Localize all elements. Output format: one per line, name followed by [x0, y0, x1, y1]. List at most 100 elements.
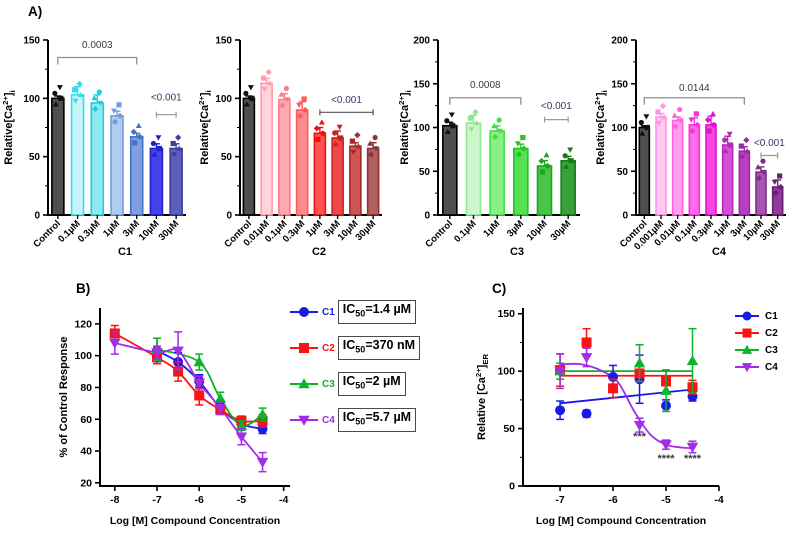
svg-text:-7: -7	[555, 494, 564, 506]
svg-text:100: 100	[23, 94, 40, 105]
triangle-down-marker-icon	[290, 415, 318, 426]
svg-text:1µM: 1µM	[304, 218, 325, 239]
svg-text:Relative[Ca2+]i: Relative[Ca2+]i	[397, 90, 413, 165]
svg-text:50: 50	[617, 167, 629, 178]
svg-text:-6: -6	[195, 494, 204, 506]
svg-text:0: 0	[34, 211, 40, 222]
ic50-box: IC50=1.4 µM	[337, 300, 417, 324]
svg-text:<0.001: <0.001	[754, 138, 785, 149]
svg-text:<0.001: <0.001	[331, 95, 362, 106]
svg-text:-4: -4	[714, 494, 723, 506]
svg-text:C1: C1	[118, 246, 132, 258]
svg-text:-4: -4	[279, 494, 288, 506]
svg-text:150: 150	[611, 79, 628, 90]
svg-text:1µM: 1µM	[101, 218, 122, 239]
svg-text:Control: Control	[423, 218, 455, 250]
svg-text:3µM: 3µM	[505, 218, 526, 239]
svg-text:% of Control Response: % of Control Response	[58, 336, 70, 457]
svg-text:10µM: 10µM	[137, 218, 162, 243]
svg-text:C3: C3	[510, 246, 524, 258]
svg-text:0.3µM: 0.3µM	[76, 218, 103, 245]
svg-text:1µM: 1µM	[481, 218, 502, 239]
series-name: C4	[765, 361, 778, 373]
svg-text:0.0003: 0.0003	[82, 40, 113, 51]
triangle-marker-icon	[290, 378, 318, 389]
ic50-box: IC50=2 µM	[337, 372, 406, 396]
legend-item-c3: C3	[735, 344, 778, 356]
svg-text:150: 150	[23, 36, 40, 47]
svg-text:Relative [Ca2+]ER: Relative [Ca2+]ER	[474, 354, 490, 441]
svg-text:0: 0	[424, 211, 430, 222]
svg-text:****: ****	[657, 453, 675, 465]
svg-text:60: 60	[80, 414, 92, 426]
svg-text:-5: -5	[237, 494, 246, 506]
legend-item-c3: C3 IC50=2 µM	[289, 372, 420, 396]
series-name: C1	[765, 310, 778, 322]
svg-text:80: 80	[80, 382, 92, 394]
svg-text:****: ****	[684, 453, 702, 465]
svg-text:150: 150	[497, 308, 515, 320]
bar-chart-c2: 050100150Control0.01µM0.1µM0.3µM1µM3µM10…	[197, 36, 382, 258]
panel-c-label: C)	[492, 281, 507, 296]
svg-text:150: 150	[215, 36, 232, 47]
svg-text:0: 0	[509, 481, 515, 493]
panel-a-label: A)	[28, 4, 43, 19]
series-name: C4	[322, 414, 335, 426]
legend-item-c4: C4 IC50=5.7 µM	[289, 408, 420, 432]
svg-text:10µM: 10µM	[525, 218, 550, 243]
svg-text:200: 200	[611, 36, 628, 47]
svg-text:-8: -8	[110, 494, 119, 506]
panel-b-legend: C1 IC50=1.4 µM C2 IC50=370 nM C3 IC50=2 µM C4 I…	[289, 300, 420, 432]
svg-text:-7: -7	[152, 494, 161, 506]
series-name: C1	[322, 306, 335, 318]
legend-item-c4: C4	[735, 361, 778, 373]
svg-text:50: 50	[419, 167, 431, 178]
svg-text:30µM: 30µM	[354, 218, 379, 243]
panel-c-legend: C1 C2 C3 C4	[735, 310, 778, 373]
svg-text:Relative[Ca2+]i: Relative[Ca2+]i	[593, 90, 609, 165]
square-marker-icon	[290, 343, 318, 353]
svg-text:50: 50	[29, 152, 41, 163]
svg-text:C2: C2	[312, 246, 326, 258]
svg-text:***: ***	[633, 431, 647, 443]
svg-text:0.0008: 0.0008	[470, 80, 501, 91]
series-name: C3	[765, 344, 778, 356]
svg-text:Log [M] Compound Concentration: Log [M] Compound Concentration	[110, 515, 280, 527]
bar-chart-c4: 050100150200Control0.001µM0.01µM0.1µM0.3…	[593, 36, 786, 258]
legend-item-c2: C2 IC50=370 nM	[289, 336, 420, 360]
svg-text:C4: C4	[712, 246, 727, 258]
series-name: C2	[765, 327, 778, 339]
triangle-marker-icon	[735, 344, 759, 354]
ic50-box: IC50=370 nM	[337, 336, 420, 360]
dose-response-chart: 20 40 60 80 100 120 -8 -7 -6 -5 -4 Log [M] Compound…	[58, 308, 290, 527]
triangle-down-marker-icon	[735, 363, 759, 373]
ic50-box: IC50=5.7 µM	[337, 408, 417, 432]
svg-text:1µM: 1µM	[712, 218, 733, 239]
circle-marker-icon	[735, 311, 759, 321]
svg-text:Relative[Ca2+]i: Relative[Ca2+]i	[1, 90, 17, 165]
series-name: C2	[322, 342, 335, 354]
panel-b-label: B)	[76, 281, 91, 296]
svg-text:-6: -6	[608, 494, 617, 506]
svg-text:0.1µM: 0.1µM	[452, 218, 479, 245]
svg-text:-5: -5	[661, 494, 670, 506]
svg-text:100: 100	[74, 350, 92, 362]
svg-text:30µM: 30µM	[157, 218, 182, 243]
svg-text:100: 100	[497, 366, 515, 378]
square-marker-icon	[735, 328, 759, 338]
legend-item-c1: C1 IC50=1.4 µM	[289, 300, 420, 324]
svg-text:20: 20	[80, 477, 92, 489]
legend-item-c2: C2	[735, 327, 778, 339]
svg-text:50: 50	[221, 152, 233, 163]
svg-text:<0.001: <0.001	[151, 93, 182, 104]
svg-text:Log [M] Compound Concentration: Log [M] Compound Concentration	[536, 515, 706, 527]
svg-text:40: 40	[80, 446, 92, 458]
svg-text:30µM: 30µM	[549, 218, 574, 243]
svg-text:100: 100	[413, 123, 430, 134]
svg-text:200: 200	[413, 36, 430, 47]
svg-text:100: 100	[611, 123, 628, 134]
er-calcium-chart: 0 50 100 150 -7 -6 -5 -4 Log [M] Compound Concen…	[474, 308, 724, 527]
svg-text:Relative[Ca2+]i: Relative[Ca2+]i	[197, 90, 213, 165]
svg-text:100: 100	[215, 94, 232, 105]
